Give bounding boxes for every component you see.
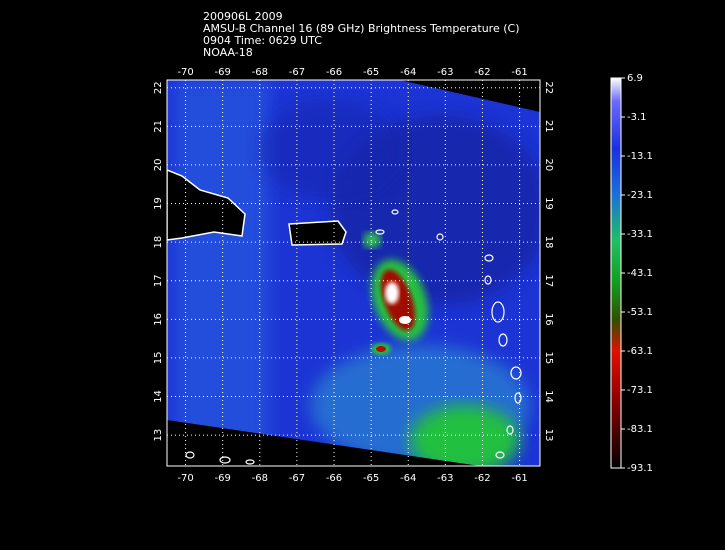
- lon-label: -70: [177, 473, 193, 484]
- lat-label: 15: [153, 352, 164, 365]
- lon-label: -67: [289, 473, 305, 484]
- lat-label: 13: [543, 429, 554, 442]
- header-line: NOAA-18: [203, 46, 253, 59]
- colorbar-label: -23.1: [627, 190, 653, 201]
- lat-label: 13: [153, 429, 164, 442]
- lat-label: 16: [153, 313, 164, 326]
- header-line: 0904 Time: 0629 UTC: [203, 34, 322, 47]
- header-line: 200906L 2009: [203, 10, 283, 23]
- lon-label: -63: [437, 67, 453, 78]
- colorbar-label: -93.1: [627, 463, 653, 474]
- colorbar-label: -43.1: [627, 268, 653, 279]
- lat-label: 17: [153, 274, 164, 287]
- lat-label: 22: [543, 81, 554, 94]
- colorbar-label: -73.1: [627, 385, 653, 396]
- lat-label: 15: [543, 352, 554, 365]
- lon-label: -65: [363, 67, 379, 78]
- lon-label: -64: [400, 473, 416, 484]
- lat-label: 16: [543, 313, 554, 326]
- lon-label: -69: [214, 473, 230, 484]
- lon-label: -66: [326, 473, 342, 484]
- lat-label: 19: [153, 197, 164, 210]
- lat-label: 17: [543, 274, 554, 287]
- lat-label: 21: [543, 120, 554, 133]
- colorbar-label: -83.1: [627, 424, 653, 435]
- lon-label: -62: [474, 473, 490, 484]
- lat-label: 20: [543, 159, 554, 172]
- lat-label: 19: [543, 197, 554, 210]
- colorbar-label: -3.1: [627, 112, 647, 123]
- colorbar-label: -63.1: [627, 346, 653, 357]
- colorbar-label: -53.1: [627, 307, 653, 318]
- colorbar-label: -33.1: [627, 229, 653, 240]
- lon-label: -64: [400, 67, 416, 78]
- lon-label: -70: [177, 67, 193, 78]
- lon-label: -66: [326, 67, 342, 78]
- header-line: AMSU-B Channel 16 (89 GHz) Brightness Te…: [203, 22, 520, 35]
- lon-label: -62: [474, 67, 490, 78]
- lat-label: 20: [153, 159, 164, 172]
- colorbar-label: 6.9: [627, 73, 643, 84]
- lon-label: -68: [252, 473, 268, 484]
- lat-label: 21: [153, 120, 164, 133]
- axes: -70 -70 -69 -69 -68 -68 -67 -67 -66 -66 -65 -65 -64 -…: [153, 67, 653, 484]
- lon-label: -67: [289, 67, 305, 78]
- header: 200906L 2009 AMSU-B Channel 16 (89 GHz) …: [203, 10, 520, 59]
- lat-label: 22: [153, 81, 164, 94]
- map-frame: [166, 79, 541, 467]
- lon-label: -63: [437, 473, 453, 484]
- lat-label: 14: [543, 390, 554, 403]
- lon-label: -69: [214, 67, 230, 78]
- colorbar: [610, 77, 622, 469]
- lat-label: 18: [153, 236, 164, 249]
- lat-label: 18: [543, 236, 554, 249]
- colorbar-label: -13.1: [627, 151, 653, 162]
- lon-label: -65: [363, 473, 379, 484]
- lon-label: -61: [511, 67, 527, 78]
- imagery: [167, 80, 540, 466]
- lon-label: -61: [511, 473, 527, 484]
- lon-label: -68: [252, 67, 268, 78]
- lat-label: 14: [153, 390, 164, 403]
